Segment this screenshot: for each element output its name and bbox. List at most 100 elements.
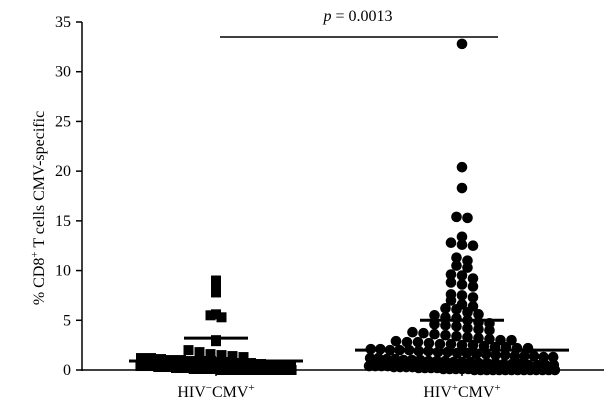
data-point-circle bbox=[548, 359, 560, 371]
data-point-circle bbox=[445, 289, 457, 300]
data-point-square bbox=[259, 365, 270, 375]
data-point-square bbox=[156, 354, 166, 365]
x-category-0-sup1: − bbox=[206, 382, 212, 394]
data-point-circle bbox=[414, 354, 426, 366]
data-point-circle bbox=[467, 240, 479, 252]
data-point-circle bbox=[448, 356, 459, 368]
data-point-square bbox=[238, 352, 249, 363]
data-point-square bbox=[171, 363, 181, 374]
data-point-square bbox=[197, 364, 208, 375]
x-category-0-sup2: + bbox=[248, 382, 254, 394]
data-point-square bbox=[162, 362, 173, 373]
data-point-square bbox=[215, 365, 226, 375]
data-point-circle bbox=[456, 161, 468, 173]
data-point-square bbox=[251, 365, 261, 375]
data-point-circle bbox=[462, 212, 473, 224]
data-point-circle bbox=[456, 356, 468, 368]
data-point-circle bbox=[431, 355, 443, 367]
data-point-square bbox=[206, 364, 217, 375]
data-point-circle bbox=[495, 334, 506, 346]
data-point-square bbox=[242, 365, 253, 375]
data-point-square bbox=[135, 361, 146, 372]
p-value-label: p bbox=[322, 8, 331, 25]
data-point-circle bbox=[456, 299, 468, 310]
data-point-square bbox=[183, 345, 194, 356]
y-tick-label-2: 10 bbox=[55, 263, 71, 280]
data-point-circle bbox=[398, 354, 409, 366]
x-category-1-base1: HIV bbox=[423, 384, 452, 400]
data-point-circle bbox=[515, 358, 526, 370]
data-point-square bbox=[205, 310, 216, 321]
data-point-square bbox=[246, 358, 256, 369]
data-point-circle bbox=[519, 350, 530, 362]
data-point-circle bbox=[462, 331, 473, 343]
data-point-circle bbox=[473, 309, 484, 320]
y-tick-label-5: 25 bbox=[55, 113, 71, 130]
data-point-square bbox=[256, 359, 266, 370]
data-point-circle bbox=[423, 337, 435, 349]
data-point-circle bbox=[456, 182, 468, 194]
y-axis-title-sup: + bbox=[29, 251, 41, 257]
data-point-circle bbox=[462, 322, 473, 334]
y-tick-label-0: 0 bbox=[63, 362, 71, 379]
data-point-circle bbox=[445, 277, 457, 288]
data-point-square bbox=[266, 360, 276, 371]
data-point-circle bbox=[445, 338, 457, 350]
data-point-circle bbox=[540, 359, 551, 371]
y-axis-title-post: T cells CMV-specific bbox=[31, 111, 48, 252]
y-tick-label-3: 15 bbox=[55, 213, 71, 230]
y-axis-title-pre: % CD8 bbox=[31, 258, 48, 306]
data-point-circle bbox=[423, 355, 434, 367]
data-point-circle bbox=[451, 260, 462, 271]
data-point-square bbox=[224, 365, 235, 375]
data-point-circle bbox=[440, 355, 451, 367]
data-point-circle bbox=[456, 279, 468, 290]
data-point-circle bbox=[412, 336, 424, 348]
data-point-circle bbox=[440, 303, 451, 314]
x-category-0-base1: HIV bbox=[177, 384, 206, 400]
y-tick-label-6: 30 bbox=[55, 64, 71, 81]
data-point-circle bbox=[456, 339, 468, 351]
data-point-circle bbox=[490, 357, 501, 369]
p-value-annotation: p = 0.0013 bbox=[322, 8, 392, 25]
data-point-circle bbox=[547, 351, 559, 363]
data-point-circle bbox=[473, 357, 484, 369]
y-tick-label-1: 5 bbox=[63, 312, 71, 329]
x-category-1-sup1: + bbox=[452, 382, 458, 394]
y-tick-label-4: 20 bbox=[55, 163, 71, 180]
x-category-label-0: HIV−CMV+ bbox=[177, 382, 254, 400]
data-point-circle bbox=[406, 354, 418, 366]
data-point-circle bbox=[467, 301, 479, 312]
data-point-square bbox=[205, 349, 216, 360]
data-point-circle bbox=[481, 357, 493, 369]
data-point-circle bbox=[418, 327, 429, 339]
data-point-circle bbox=[364, 352, 376, 364]
data-point-circle bbox=[490, 349, 501, 361]
data-point-circle bbox=[451, 211, 462, 223]
data-point-square bbox=[276, 360, 286, 371]
data-point-circle bbox=[407, 326, 418, 338]
p-value-number: = 0.0013 bbox=[331, 8, 392, 25]
data-point-circle bbox=[506, 358, 518, 370]
data-point-square bbox=[211, 309, 221, 320]
data-point-square bbox=[179, 363, 190, 374]
data-point-circle bbox=[522, 342, 534, 354]
data-point-circle bbox=[473, 332, 484, 344]
data-point-circle bbox=[484, 333, 495, 345]
data-point-square bbox=[233, 365, 244, 375]
data-point-square bbox=[211, 275, 221, 286]
data-point-circle bbox=[389, 353, 401, 365]
data-point-circle bbox=[390, 335, 402, 347]
data-point-circle bbox=[509, 350, 521, 362]
data-point-square bbox=[153, 362, 164, 373]
data-point-circle bbox=[451, 330, 462, 342]
x-category-1-sup2: + bbox=[494, 382, 500, 394]
data-point-circle bbox=[467, 281, 479, 292]
data-point-circle bbox=[462, 255, 473, 266]
data-point-circle bbox=[456, 290, 468, 301]
data-point-square bbox=[211, 335, 221, 346]
data-point-circle bbox=[498, 358, 510, 370]
data-point-circle bbox=[499, 349, 511, 361]
data-point-circle bbox=[401, 336, 413, 348]
